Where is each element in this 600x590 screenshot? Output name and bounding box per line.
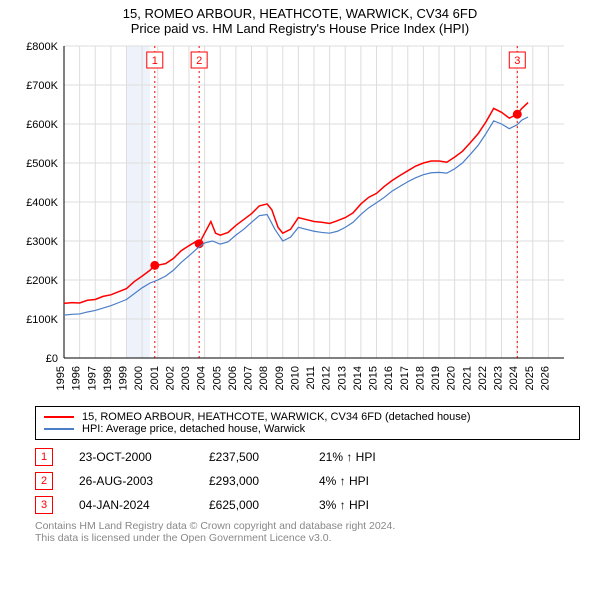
svg-text:£400K: £400K bbox=[26, 197, 58, 209]
legend-swatch bbox=[44, 428, 74, 430]
svg-text:2013: 2013 bbox=[336, 366, 348, 390]
legend-row: HPI: Average price, detached house, Warw… bbox=[44, 423, 571, 435]
svg-text:2000: 2000 bbox=[133, 366, 145, 390]
svg-text:2010: 2010 bbox=[289, 366, 301, 390]
svg-text:2001: 2001 bbox=[149, 366, 161, 390]
svg-text:2018: 2018 bbox=[414, 366, 426, 390]
event-delta: 4% ↑ HPI bbox=[319, 474, 369, 488]
event-marker: 3 bbox=[35, 496, 53, 514]
container: 15, ROMEO ARBOUR, HEATHCOTE, WARWICK, CV… bbox=[0, 0, 600, 544]
svg-text:2023: 2023 bbox=[493, 366, 505, 390]
svg-text:2026: 2026 bbox=[539, 366, 551, 390]
event-row: 3 04-JAN-2024£625,0003% ↑ HPI bbox=[35, 496, 580, 514]
svg-text:£200K: £200K bbox=[26, 275, 58, 287]
event-marker: 2 bbox=[35, 472, 53, 490]
svg-text:2025: 2025 bbox=[524, 366, 536, 390]
chart-subtitle: Price paid vs. HM Land Registry's House … bbox=[0, 21, 600, 40]
svg-text:£600K: £600K bbox=[26, 119, 58, 131]
event-price: £237,500 bbox=[209, 450, 319, 464]
legend-row: 15, ROMEO ARBOUR, HEATHCOTE, WARWICK, CV… bbox=[44, 411, 571, 423]
svg-text:2004: 2004 bbox=[196, 366, 208, 390]
svg-text:£300K: £300K bbox=[26, 236, 58, 248]
svg-text:2005: 2005 bbox=[211, 366, 223, 390]
svg-text:1: 1 bbox=[152, 55, 158, 67]
attribution-line: Contains HM Land Registry data © Crown c… bbox=[35, 520, 580, 532]
event-delta: 21% ↑ HPI bbox=[319, 450, 376, 464]
event-price: £293,000 bbox=[209, 474, 319, 488]
event-row: 2 26-AUG-2003£293,0004% ↑ HPI bbox=[35, 472, 580, 490]
sale-events: 1 23-OCT-2000£237,50021% ↑ HPI 2 26-AUG-200… bbox=[35, 448, 580, 514]
chart-legend: 15, ROMEO ARBOUR, HEATHCOTE, WARWICK, CV… bbox=[35, 406, 580, 440]
svg-text:2021: 2021 bbox=[461, 366, 473, 390]
attribution-line: This data is licensed under the Open Gov… bbox=[35, 532, 580, 544]
svg-text:2019: 2019 bbox=[430, 366, 442, 390]
svg-text:1997: 1997 bbox=[86, 366, 98, 390]
data-attribution: Contains HM Land Registry data © Crown c… bbox=[35, 520, 580, 544]
chart-title: 15, ROMEO ARBOUR, HEATHCOTE, WARWICK, CV… bbox=[0, 0, 600, 21]
svg-text:£0: £0 bbox=[46, 353, 58, 365]
svg-text:2015: 2015 bbox=[368, 366, 380, 390]
svg-text:2012: 2012 bbox=[321, 366, 333, 390]
svg-text:2014: 2014 bbox=[352, 366, 364, 390]
svg-text:2011: 2011 bbox=[305, 366, 317, 390]
svg-text:2024: 2024 bbox=[508, 366, 520, 390]
svg-text:£700K: £700K bbox=[26, 80, 58, 92]
event-date: 26-AUG-2003 bbox=[79, 474, 209, 488]
svg-text:1998: 1998 bbox=[102, 366, 114, 390]
svg-text:£100K: £100K bbox=[26, 314, 58, 326]
price-chart: £0 £100K £200K £300K £400K £500K £600K £700K £80… bbox=[20, 40, 580, 400]
legend-label: HPI: Average price, detached house, Warw… bbox=[82, 423, 305, 435]
svg-text:1996: 1996 bbox=[71, 366, 83, 390]
event-price: £625,000 bbox=[209, 498, 319, 512]
svg-text:2022: 2022 bbox=[477, 366, 489, 390]
svg-text:2006: 2006 bbox=[227, 366, 239, 390]
svg-text:£500K: £500K bbox=[26, 158, 58, 170]
svg-text:2007: 2007 bbox=[243, 366, 255, 390]
event-date: 04-JAN-2024 bbox=[79, 498, 209, 512]
svg-text:2002: 2002 bbox=[164, 366, 176, 390]
svg-text:2003: 2003 bbox=[180, 366, 192, 390]
legend-swatch bbox=[44, 416, 74, 418]
svg-text:2017: 2017 bbox=[399, 366, 411, 390]
svg-text:3: 3 bbox=[514, 55, 520, 67]
svg-text:2016: 2016 bbox=[383, 366, 395, 390]
event-marker: 1 bbox=[35, 448, 53, 466]
svg-text:1995: 1995 bbox=[55, 366, 67, 390]
event-date: 23-OCT-2000 bbox=[79, 450, 209, 464]
legend-label: 15, ROMEO ARBOUR, HEATHCOTE, WARWICK, CV… bbox=[82, 411, 471, 423]
svg-text:2: 2 bbox=[196, 55, 202, 67]
svg-text:2008: 2008 bbox=[258, 366, 270, 390]
svg-text:2009: 2009 bbox=[274, 366, 286, 390]
svg-text:1999: 1999 bbox=[118, 366, 130, 390]
svg-text:2020: 2020 bbox=[446, 366, 458, 390]
svg-text:£800K: £800K bbox=[26, 41, 58, 53]
event-row: 1 23-OCT-2000£237,50021% ↑ HPI bbox=[35, 448, 580, 466]
event-delta: 3% ↑ HPI bbox=[319, 498, 369, 512]
